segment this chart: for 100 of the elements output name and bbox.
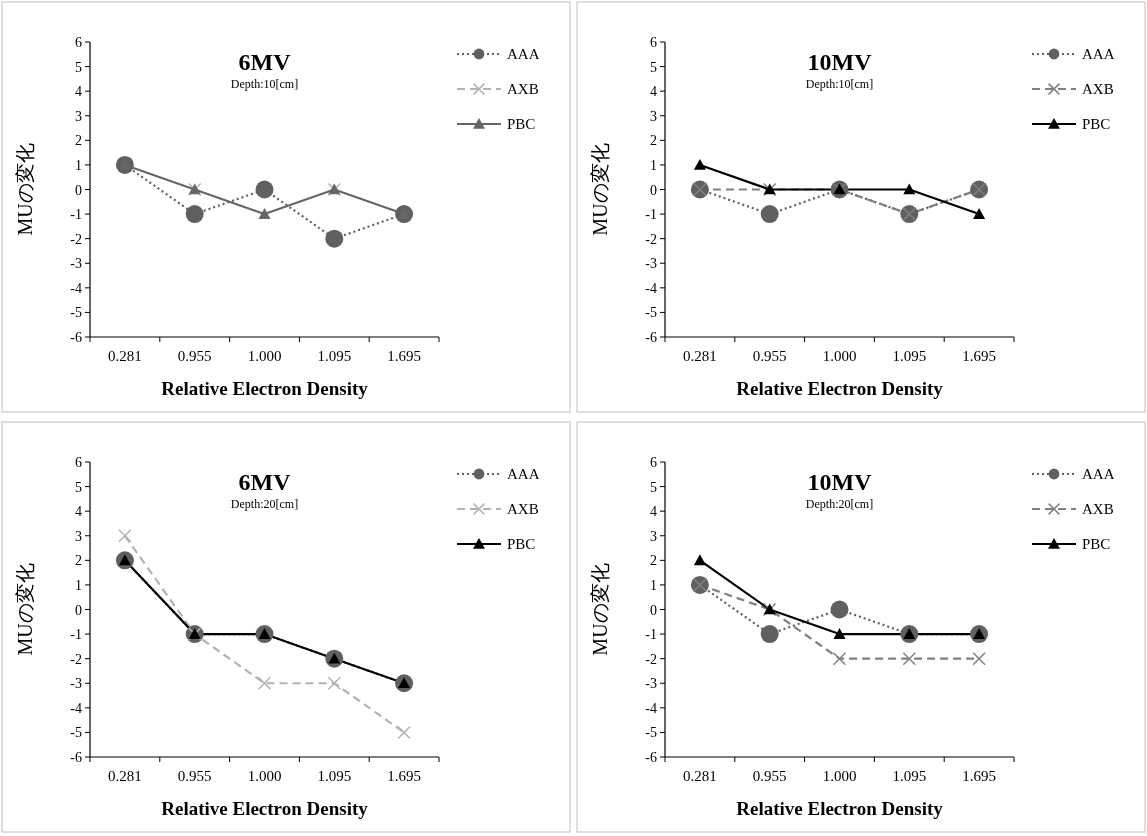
y-tick-label: -4 — [70, 700, 82, 716]
chart-title: 10MV — [807, 49, 873, 75]
x-tick-label: 1.095 — [317, 768, 352, 784]
x-tick-label: 0.955 — [177, 768, 212, 784]
point — [258, 208, 271, 219]
y-tick-label: -3 — [645, 676, 657, 692]
legend-label: AAA — [1082, 466, 1115, 482]
chart-title: 10MV — [807, 469, 873, 495]
y-tick-label: -1 — [645, 627, 657, 643]
x-tick-label: 0.281 — [683, 348, 717, 364]
text: Depth:10[cm] — [805, 77, 874, 91]
point — [903, 183, 916, 195]
y-tick-label: -5 — [645, 725, 657, 741]
x-tick-label: 1.095 — [317, 348, 352, 364]
y-tick-label: -1 — [645, 207, 657, 223]
y-tick-label: -5 — [645, 305, 657, 321]
y-tick-label: -5 — [70, 725, 82, 741]
y-tick-label: 6 — [75, 455, 82, 470]
y-tick-label: 2 — [75, 133, 82, 149]
y-tick-label: 2 — [650, 133, 657, 149]
legend-label: AXB — [507, 501, 539, 517]
y-tick-label: -2 — [70, 231, 82, 247]
point — [760, 205, 779, 224]
y-tick-label: -2 — [70, 651, 82, 667]
y-tick-label: -4 — [70, 280, 82, 296]
x-axis-title: Relative Electron Density — [736, 798, 944, 819]
y-tick-label: 3 — [650, 528, 657, 544]
legend-label: PBC — [1082, 116, 1111, 132]
x-tick-label: 0.281 — [683, 768, 717, 784]
point — [760, 625, 779, 644]
y-tick-label: 6 — [75, 35, 82, 50]
text: Depth:20[cm] — [230, 497, 299, 511]
y-axis-title: MUの変化 — [14, 563, 36, 656]
y-tick-label: -3 — [70, 256, 82, 272]
y-tick-label: 5 — [650, 479, 657, 495]
chart-title: 6MV — [238, 469, 292, 495]
y-tick-label: -6 — [645, 330, 657, 345]
y-tick-label: 4 — [650, 504, 657, 520]
y-tick-label: -3 — [70, 676, 82, 692]
y-tick-label: 0 — [75, 602, 82, 618]
point — [185, 205, 204, 224]
y-tick-label: 3 — [75, 528, 82, 544]
text: Depth:20[cm] — [805, 497, 874, 511]
y-tick-label: -6 — [645, 750, 657, 765]
x-tick-label: 1.000 — [247, 768, 282, 784]
point — [833, 628, 846, 639]
x-axis-title: Relative Electron Density — [161, 378, 369, 399]
y-tick-label: 1 — [75, 577, 82, 593]
point — [327, 676, 342, 690]
y-tick-label: 4 — [650, 84, 657, 100]
y-tick-label: 0 — [650, 602, 657, 618]
y-tick-label: -1 — [70, 207, 82, 223]
x-tick-label: 1.095 — [892, 768, 927, 784]
y-tick-label: -1 — [70, 627, 82, 643]
x-tick-label: 1.695 — [962, 348, 996, 364]
x-axis-title: Relative Electron Density — [736, 378, 944, 399]
point — [832, 651, 847, 666]
y-tick-label: 1 — [650, 577, 657, 593]
legend-label: PBC — [507, 116, 536, 132]
x-tick-label: 1.000 — [822, 768, 857, 784]
point — [325, 229, 344, 248]
y-axis-title: MUの変化 — [14, 143, 36, 236]
y-tick-label: 1 — [650, 157, 657, 173]
y-tick-label: 1 — [75, 157, 82, 173]
y-tick-label: -2 — [645, 231, 657, 247]
point — [257, 676, 272, 690]
y-tick-label: -2 — [645, 651, 657, 667]
x-tick-label: 0.955 — [177, 348, 212, 364]
y-tick-label: 4 — [75, 504, 82, 520]
y-tick-label: 3 — [650, 108, 657, 124]
y-tick-label: 0 — [75, 182, 82, 198]
legend-label: PBC — [1082, 536, 1111, 552]
x-tick-label: 0.281 — [108, 768, 142, 784]
x-tick-label: 0.955 — [752, 348, 787, 364]
y-tick-label: 3 — [75, 108, 82, 124]
y-tick-label: 6 — [650, 455, 657, 470]
x-tick-label: 0.955 — [752, 768, 787, 784]
y-tick-label: -3 — [645, 256, 657, 272]
y-tick-label: -5 — [70, 305, 82, 321]
legend-label: AXB — [1082, 81, 1114, 97]
chart-title: 6MV — [238, 49, 292, 75]
legend-label: PBC — [507, 536, 536, 552]
x-tick-label: 1.000 — [247, 348, 282, 364]
x-tick-label: 1.095 — [892, 348, 927, 364]
y-tick-label: 2 — [75, 553, 82, 569]
y-axis-title: MUの変化 — [589, 143, 611, 236]
point — [830, 600, 849, 619]
y-tick-label: -6 — [70, 750, 82, 765]
point — [693, 554, 706, 566]
legend-label: AAA — [1082, 46, 1115, 62]
point — [255, 180, 274, 199]
legend-label: AXB — [507, 81, 539, 97]
point — [397, 725, 411, 740]
x-tick-label: 0.281 — [108, 348, 142, 364]
y-tick-label: -4 — [645, 280, 657, 296]
y-tick-label: -4 — [645, 700, 657, 716]
legend-label: AAA — [507, 46, 540, 62]
y-tick-label: 5 — [75, 479, 82, 495]
legend-label: AAA — [507, 466, 540, 482]
y-axis-title: MUの変化 — [589, 563, 611, 656]
